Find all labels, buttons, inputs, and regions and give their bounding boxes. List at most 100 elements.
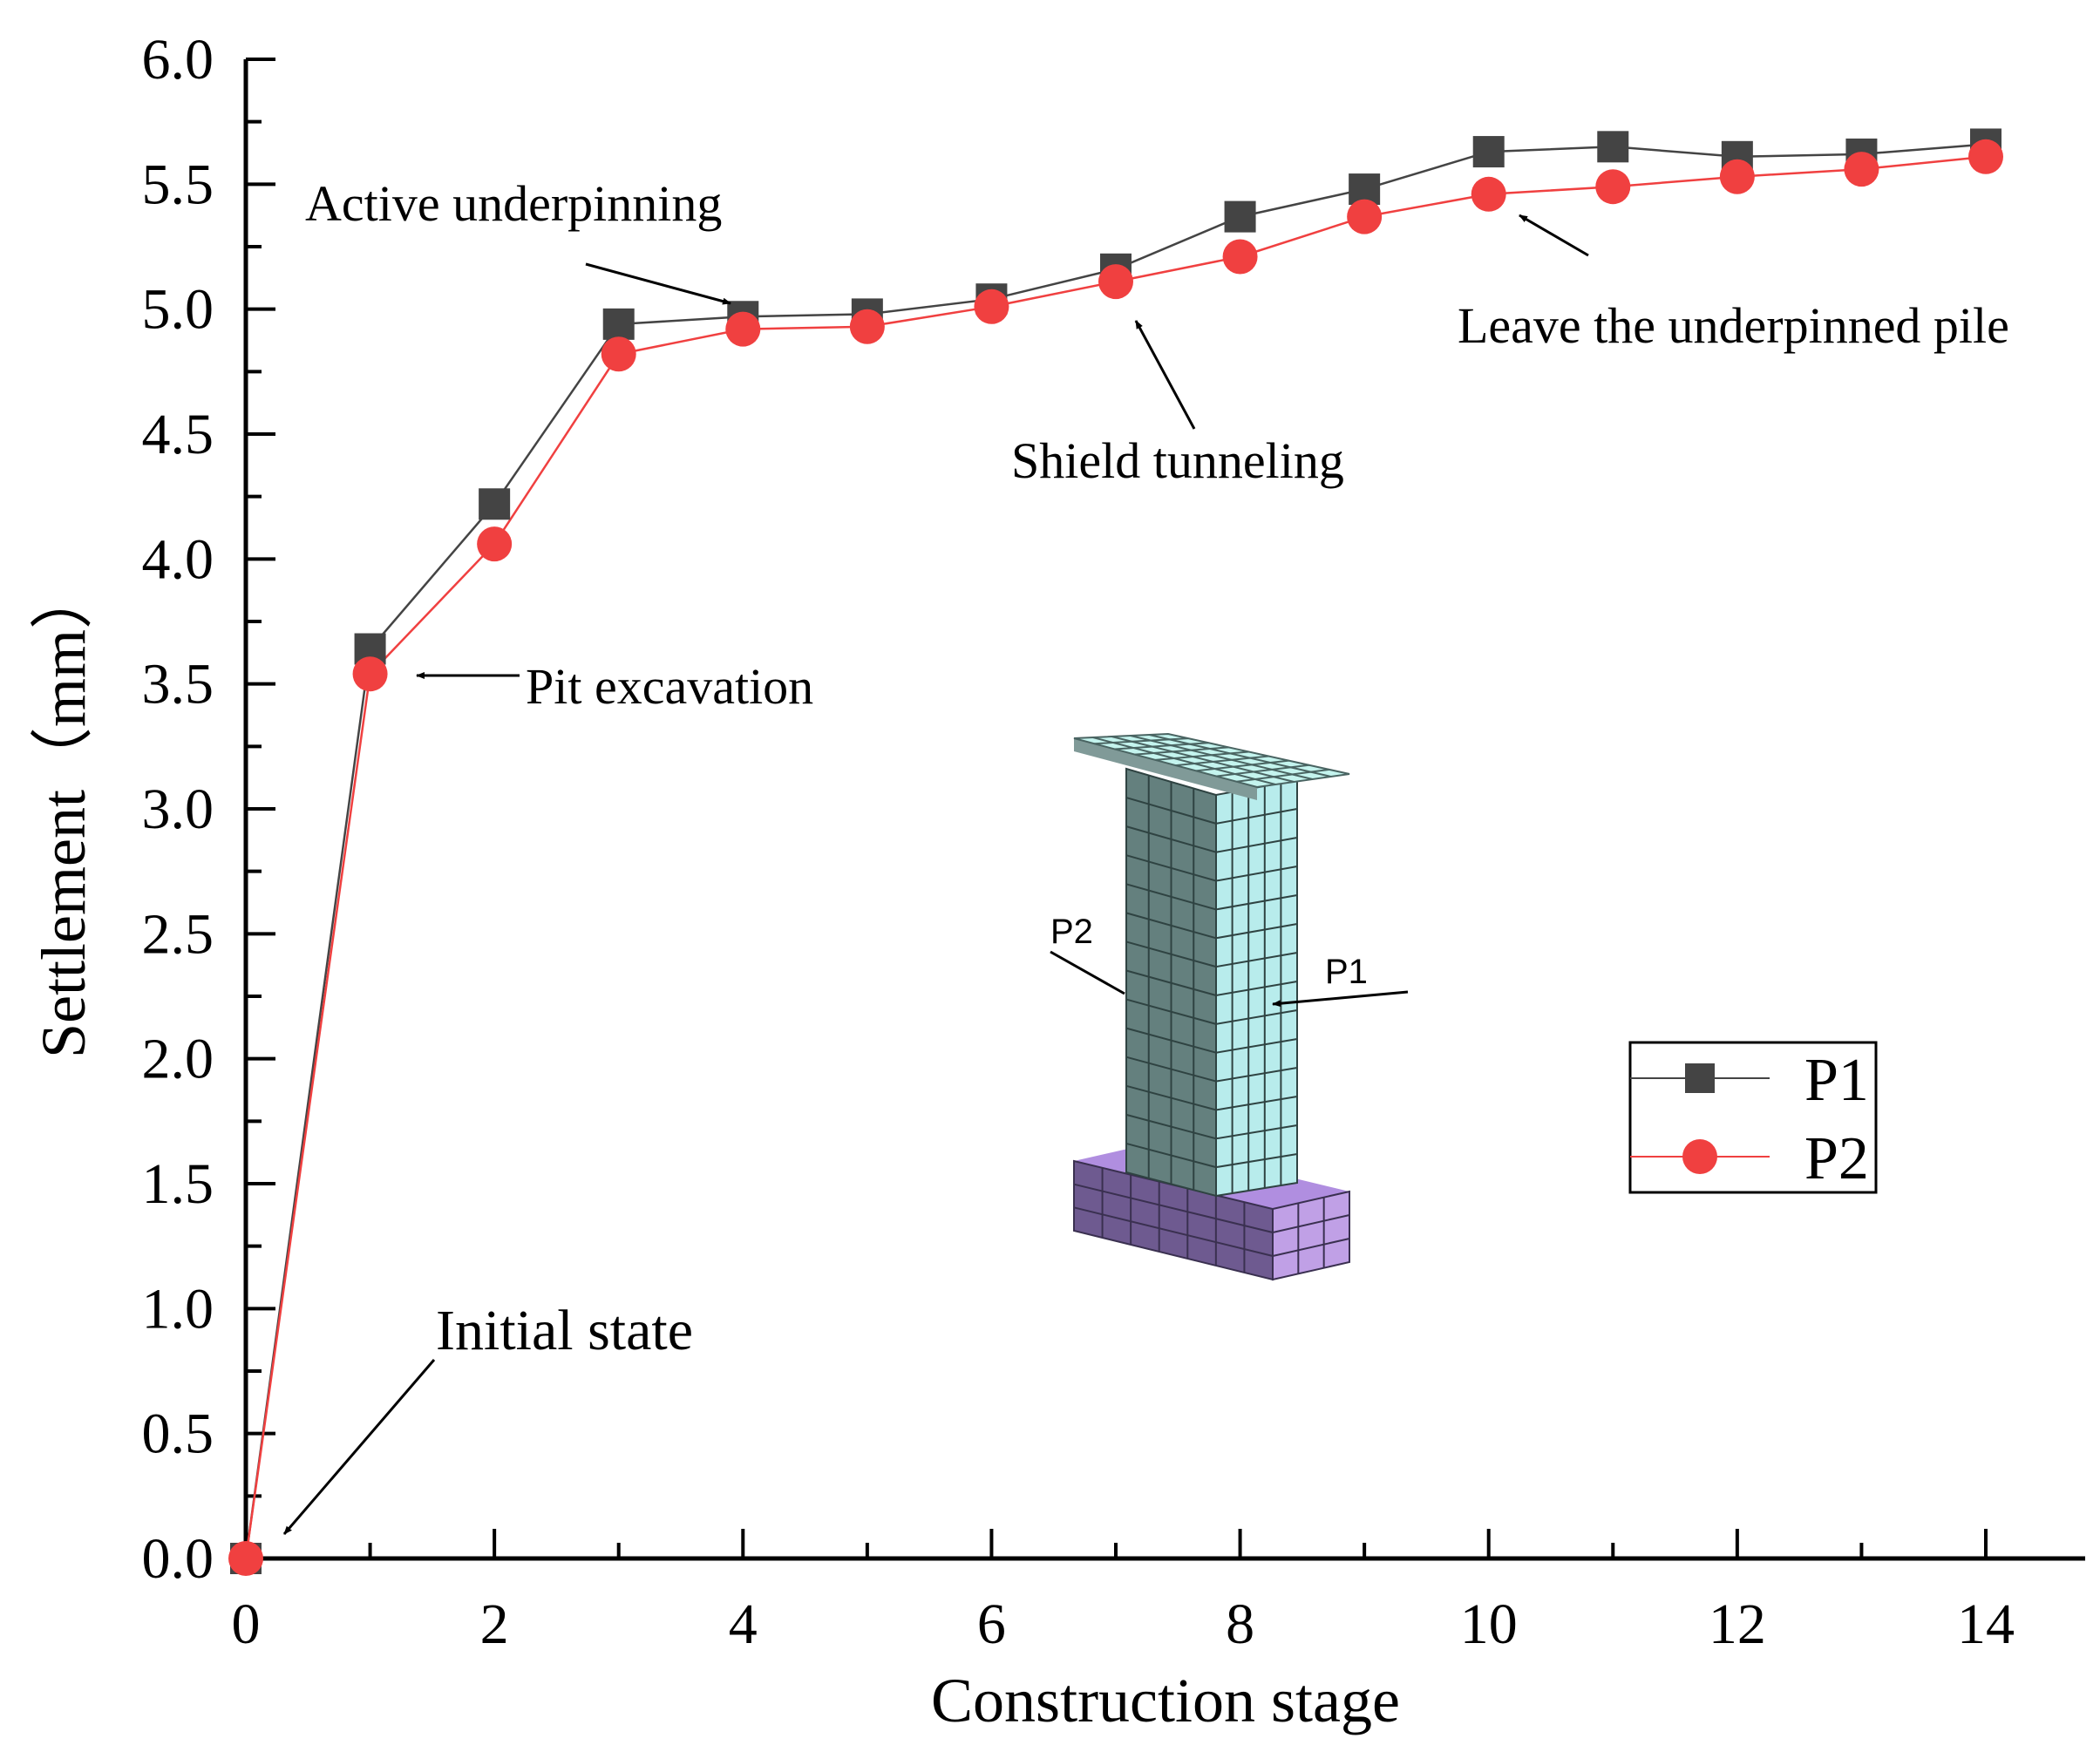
data-point-p2 bbox=[352, 656, 388, 692]
legend-label-p1: P1 bbox=[1804, 1047, 1869, 1114]
y-tick-label: 2.0 bbox=[142, 1028, 214, 1091]
mesh-line bbox=[1215, 1067, 1298, 1083]
annotation-shield-tunneling: Shield tunneling bbox=[1011, 432, 1344, 489]
inset-label-p2: P2 bbox=[1050, 913, 1093, 951]
legend-label-p2: P2 bbox=[1804, 1125, 1869, 1192]
data-point-p2 bbox=[849, 309, 885, 344]
data-point-p1 bbox=[1597, 131, 1629, 163]
data-point-p2 bbox=[725, 311, 761, 347]
x-axis-title: Construction stage bbox=[931, 1666, 1400, 1735]
y-tick-label: 4.5 bbox=[142, 403, 214, 466]
pile-column-mesh bbox=[1125, 767, 1298, 1198]
pile-model-inset: P2 P1 bbox=[1050, 732, 1409, 1281]
data-point-p1 bbox=[1224, 200, 1256, 233]
legend-marker-p1 bbox=[1685, 1063, 1715, 1093]
mesh-line bbox=[1175, 755, 1269, 767]
mesh-line bbox=[1073, 1183, 1274, 1233]
mesh-line bbox=[1125, 912, 1217, 940]
y-tick-label: 2.5 bbox=[142, 902, 214, 966]
mesh-line bbox=[1236, 768, 1330, 783]
x-tick-label: 12 bbox=[1709, 1592, 1766, 1656]
legend-item-p1: P1 bbox=[1630, 1047, 1869, 1114]
legend: P1 P2 bbox=[1628, 1041, 1878, 1194]
mesh-line bbox=[1125, 797, 1217, 825]
data-point-p2 bbox=[1719, 159, 1755, 194]
pile-cap-mesh bbox=[1073, 732, 1350, 789]
y-tick-label: 6.0 bbox=[142, 28, 214, 92]
x-tick-label: 0 bbox=[232, 1592, 261, 1656]
x-tick-label: 4 bbox=[729, 1592, 758, 1656]
mesh-line bbox=[1215, 1009, 1298, 1025]
annotation-pit-excavation: Pit excavation bbox=[526, 658, 813, 715]
x-tick-label: 6 bbox=[977, 1592, 1006, 1656]
annotations: Active underpinning Pit excavation Shiel… bbox=[282, 175, 2009, 1535]
y-tick-label: 5.5 bbox=[142, 153, 214, 216]
mesh-line bbox=[1215, 1153, 1298, 1169]
mesh-line bbox=[1215, 1124, 1298, 1140]
annotation-arrow-initial-state bbox=[282, 1359, 436, 1535]
mesh-line bbox=[1125, 883, 1217, 911]
mesh-line bbox=[1125, 940, 1217, 968]
mesh-line bbox=[1125, 1142, 1217, 1169]
y-tick-label: 3.0 bbox=[142, 777, 214, 841]
legend-marker-p2 bbox=[1682, 1139, 1717, 1174]
pile-base-right bbox=[1273, 1192, 1349, 1280]
mesh-line bbox=[1125, 825, 1217, 853]
data-point-p2 bbox=[1471, 176, 1506, 212]
mesh-line bbox=[1215, 866, 1298, 882]
data-point-p1 bbox=[602, 308, 635, 340]
data-point-p2 bbox=[1968, 139, 2003, 174]
pile-cap-underside bbox=[1074, 738, 1257, 800]
data-point-p2 bbox=[1098, 264, 1133, 300]
data-point-p2 bbox=[1844, 152, 1879, 187]
annotation-arrow-leave-pile bbox=[1519, 214, 1589, 257]
legend-box bbox=[1628, 1041, 1878, 1194]
mesh-line bbox=[1125, 854, 1217, 882]
pile-base-mesh bbox=[1073, 1159, 1350, 1281]
y-tick-label: 3.5 bbox=[142, 653, 214, 716]
mesh-line bbox=[1215, 981, 1298, 996]
x-tick-label: 8 bbox=[1226, 1592, 1254, 1656]
mesh-line bbox=[1125, 1027, 1217, 1054]
mesh-line bbox=[1215, 1038, 1298, 1054]
y-tick-label: 1.0 bbox=[142, 1277, 214, 1341]
data-point-p1 bbox=[479, 488, 511, 520]
mesh-line bbox=[1125, 998, 1217, 1025]
inset-label-p1: P1 bbox=[1325, 953, 1368, 991]
axes: 0 2 4 6 8 10 12 14 0.0 0.5 1.0 1.5 2.0 2.5 3.0 3.5 4.0 4… bbox=[142, 28, 2085, 1656]
mesh-line bbox=[1215, 894, 1298, 911]
mesh-line bbox=[1094, 737, 1189, 745]
mesh-line bbox=[1125, 1084, 1217, 1111]
mesh-line bbox=[1114, 742, 1209, 750]
y-tick-label: 4.0 bbox=[142, 527, 214, 591]
y-axis-title: Settlement（mm） bbox=[29, 567, 99, 1058]
mesh-line bbox=[1125, 1113, 1217, 1140]
mesh-line bbox=[1125, 1056, 1217, 1083]
mesh-line bbox=[1125, 969, 1217, 996]
x-tick-label: 14 bbox=[1957, 1592, 2015, 1656]
data-point-p2 bbox=[1222, 239, 1258, 275]
mesh-line bbox=[1215, 952, 1298, 968]
y-tick-label: 5.0 bbox=[142, 278, 214, 342]
y-tick-label: 0.5 bbox=[142, 1402, 214, 1466]
data-point-p2 bbox=[228, 1541, 263, 1576]
annotation-arrow-shield-tunneling bbox=[1134, 320, 1196, 430]
data-point-p2 bbox=[974, 289, 1009, 324]
x-tick-label: 10 bbox=[1460, 1592, 1518, 1656]
data-point-p2 bbox=[1595, 169, 1631, 205]
annotation-leave-pile: Leave the underpinned pile bbox=[1458, 297, 2009, 354]
x-tick-label: 2 bbox=[480, 1592, 509, 1656]
annotation-active-underpinning: Active underpinning bbox=[305, 175, 722, 232]
mesh-line bbox=[1215, 808, 1298, 825]
mesh-line bbox=[1216, 764, 1309, 777]
data-point-p2 bbox=[1347, 199, 1383, 234]
data-point-p1 bbox=[1472, 136, 1505, 168]
mesh-line bbox=[1272, 1214, 1350, 1233]
y-tick-labels: 0.0 0.5 1.0 1.5 2.0 2.5 3.0 3.5 4.0 4.5 5.0 5.5 6.0 bbox=[142, 28, 214, 1591]
mesh-line bbox=[1134, 746, 1229, 756]
mesh-line bbox=[1155, 750, 1249, 761]
annotation-initial-state: Initial state bbox=[436, 1299, 693, 1362]
mesh-line bbox=[1272, 1238, 1350, 1257]
inset-leader-p2 bbox=[1050, 950, 1125, 995]
